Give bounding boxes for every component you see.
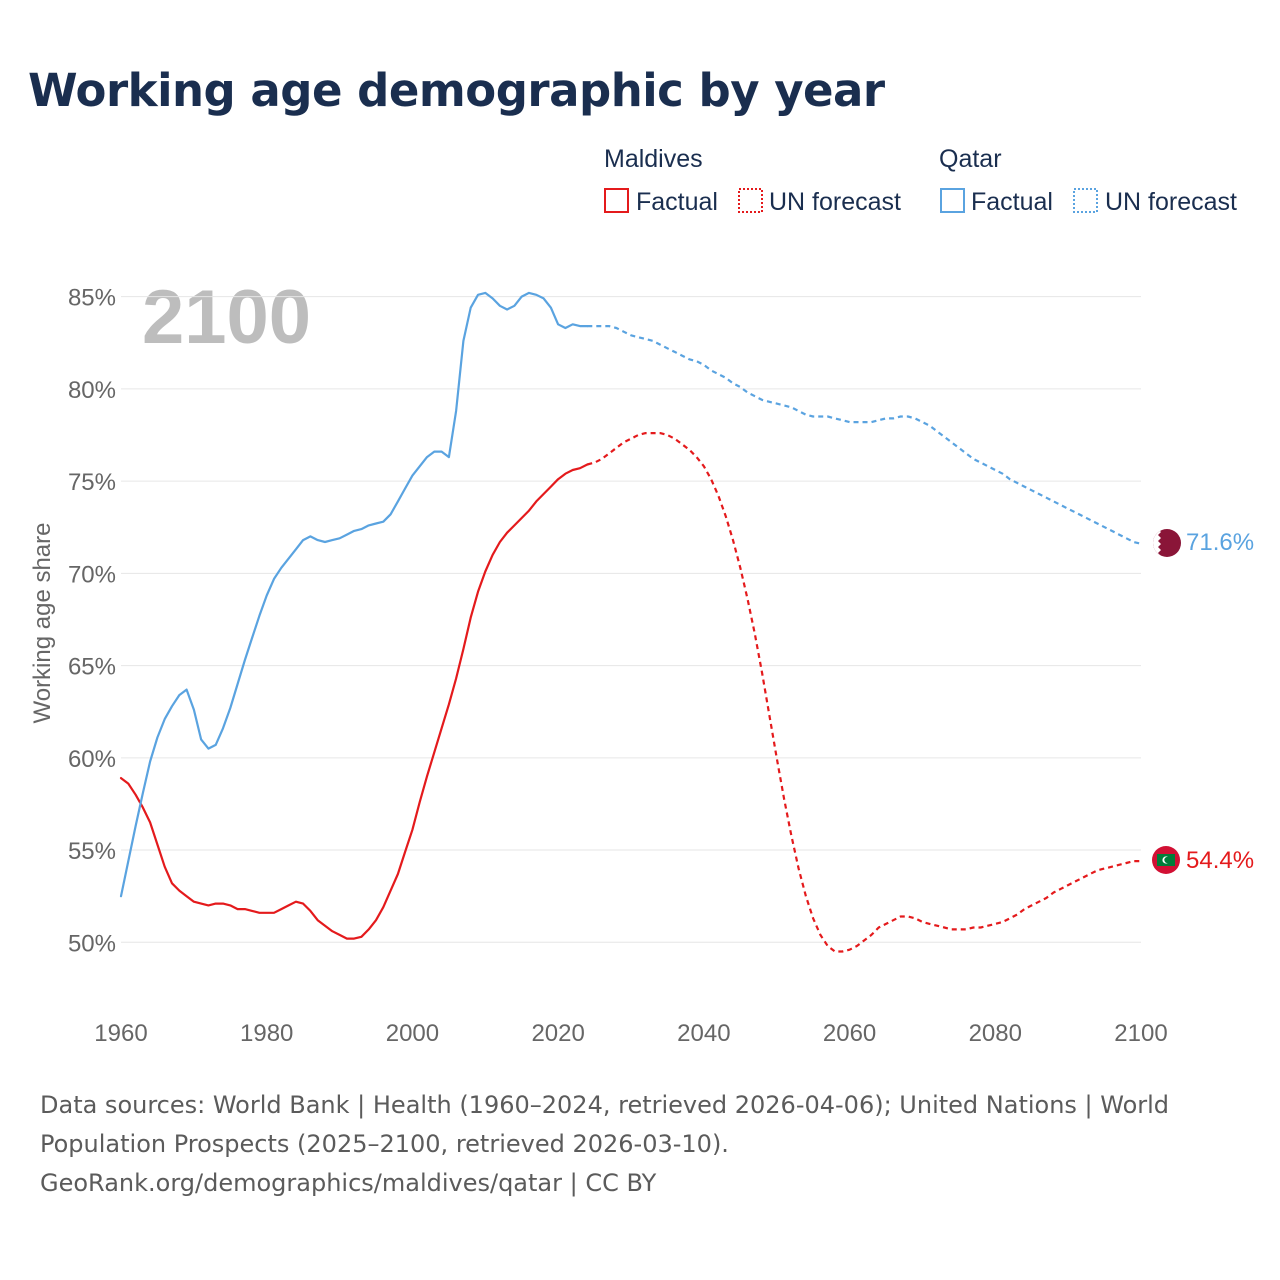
footer-sources: Data sources: World Bank | Health (1960–…: [40, 1086, 1200, 1203]
x-tick-label: 2100: [1114, 1020, 1167, 1047]
legend-swatch-qatar-factual: [940, 188, 965, 213]
year-watermark: 2100: [142, 275, 311, 360]
maldives-factual-line: [119, 463, 589, 940]
maldives-flag-icon: [1152, 846, 1180, 874]
y-axis-ticks: 50% 55% 60% 65% 70% 75% 80% 85%: [68, 285, 116, 958]
qatar-factual-line: [119, 291, 589, 898]
legend-label-qatar-forecast: UN forecast: [1105, 188, 1237, 216]
legend-label-maldives-factual: Factual: [636, 188, 718, 216]
y-tick-label: 75%: [68, 469, 116, 496]
footer-line: Population Prospects (2025–2100, retriev…: [40, 1130, 729, 1158]
legend-swatch-qatar-forecast: [1073, 188, 1098, 213]
legend: Maldives Factual UN forecast Qatar Factu…: [604, 145, 1237, 216]
x-tick-label: 2060: [823, 1020, 876, 1047]
y-axis-title: Working age share: [29, 523, 56, 724]
legend-group-maldives: Maldives: [604, 145, 703, 173]
y-tick-label: 85%: [68, 285, 116, 312]
x-tick-label: 1980: [240, 1020, 293, 1047]
footer-line: GeoRank.org/demographics/maldives/qatar …: [40, 1169, 657, 1197]
y-tick-label: 65%: [68, 654, 116, 681]
x-tick-label: 2040: [677, 1020, 730, 1047]
y-tick-label: 60%: [68, 746, 116, 773]
legend-group-qatar: Qatar: [939, 145, 1002, 173]
x-tick-label: 1960: [94, 1020, 147, 1047]
y-tick-label: 70%: [68, 561, 116, 588]
chart-title: Working age demographic by year: [28, 64, 885, 117]
x-axis-ticks: 1960 1980 2000 2020 2040 2060 2080 2100: [94, 1020, 1167, 1047]
legend-swatch-maldives-forecast: [738, 188, 763, 213]
legend-swatch-maldives-factual: [604, 188, 629, 213]
x-tick-label: 2020: [531, 1020, 584, 1047]
qatar-end-value-label: 71.6%: [1186, 529, 1254, 556]
line-chart: Maldives Factual UN forecast Qatar Factu…: [29, 145, 1254, 1047]
footer-line: Data sources: World Bank | Health (1960–…: [40, 1091, 1170, 1119]
x-tick-label: 2000: [386, 1020, 439, 1047]
y-tick-label: 80%: [68, 377, 116, 404]
gridlines: [121, 296, 1141, 943]
qatar-flag-icon: [1153, 529, 1181, 557]
qatar-forecast-line: [587, 325, 1142, 545]
y-tick-label: 50%: [68, 930, 116, 957]
maldives-end-value-label: 54.4%: [1186, 847, 1254, 874]
legend-label-maldives-forecast: UN forecast: [769, 188, 901, 216]
series-lines: [119, 291, 1142, 953]
maldives-forecast-line: [587, 432, 1141, 953]
x-tick-label: 2080: [969, 1020, 1022, 1047]
legend-label-qatar-factual: Factual: [971, 188, 1053, 216]
y-tick-label: 55%: [68, 838, 116, 865]
